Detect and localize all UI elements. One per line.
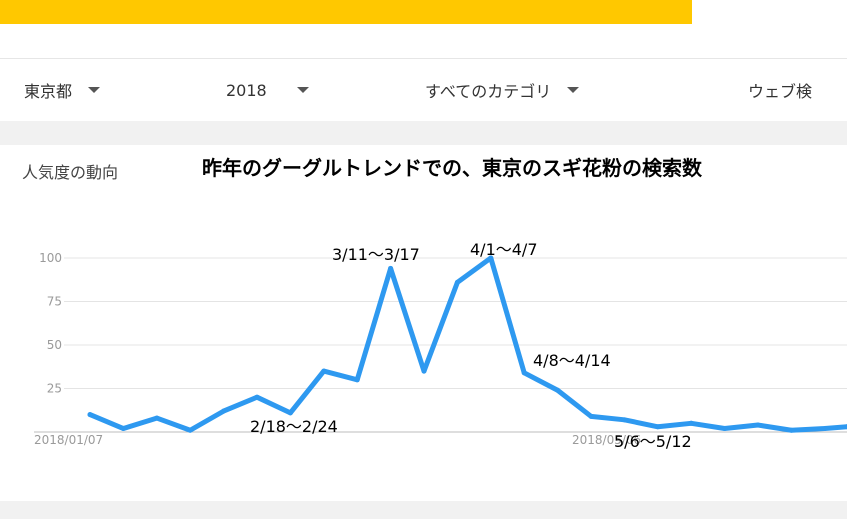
series-line [87,255,847,433]
accent-bar [0,0,692,24]
search-type-label: ウェブ検 [748,82,813,101]
data-point [621,417,627,423]
data-point [555,387,561,393]
data-point [454,279,460,285]
data-point [688,420,694,426]
data-point [187,427,193,433]
data-point [521,370,527,376]
annotation-label: 5/6～5/12 [614,432,692,451]
data-point [321,368,327,374]
data-point [254,394,260,400]
data-point [488,255,494,261]
data-point [221,408,227,414]
x-tick-label: 2018/01/07 [34,433,103,447]
y-tick-label: 75 [47,295,62,309]
region-label: 東京都 [24,82,73,101]
chevron-down-icon [567,87,580,93]
y-tick-label: 100 [39,251,62,265]
data-point [722,426,728,432]
annotation-label: 2/18～2/24 [250,417,338,436]
data-point [844,424,847,430]
annotation-label: 4/1～4/7 [470,240,538,259]
category-dropdown[interactable]: すべてのカテゴリ [425,79,580,101]
data-point [788,427,794,433]
section-divider [0,121,847,145]
data-point [755,422,761,428]
year-dropdown[interactable]: 2018 [226,79,309,101]
chevron-down-icon [88,87,101,93]
trend-card: 人気度の動向 昨年のグーグルトレンドでの、東京のスギ花粉の検索数 [0,145,847,501]
category-label: すべてのカテゴリ [425,82,552,101]
chevron-down-icon [296,87,309,93]
data-point [354,377,360,383]
y-tick-label: 25 [47,382,62,396]
y-tick-label: 50 [47,338,62,352]
filter-bar: 東京都 2018 すべてのカテゴリ ウェブ検 [0,58,847,122]
data-point [287,410,293,416]
annotation-label: 3/11～3/17 [332,245,420,264]
search-type-dropdown[interactable]: ウェブ検 [748,79,812,101]
data-point [120,426,126,432]
data-point [421,368,427,374]
data-point [388,265,394,271]
data-point [154,415,160,421]
data-point [87,412,93,418]
annotation-label: 4/8～4/14 [533,351,611,370]
year-label: 2018 [226,80,267,100]
data-point [655,424,661,430]
region-dropdown[interactable]: 東京都 [24,79,101,101]
bottom-strip [0,501,847,519]
data-point [588,413,594,419]
x-tick-label: 2018/05/06 [572,433,641,447]
card-title: 人気度の動向 [22,163,119,182]
chart-headline: 昨年のグーグルトレンドでの、東京のスギ花粉の検索数 [202,156,702,180]
data-point [822,426,828,432]
